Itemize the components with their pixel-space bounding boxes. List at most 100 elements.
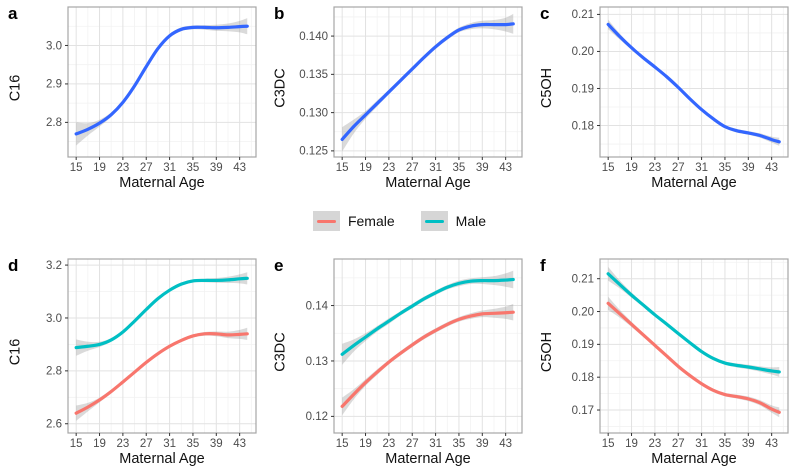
x-tick-label: 39	[742, 438, 755, 450]
y-tick-label: 0.19	[572, 83, 594, 95]
x-tick-label: 15	[602, 438, 615, 450]
y-axis-title-box: C16	[0, 2, 30, 174]
x-tick-label: 27	[406, 438, 419, 450]
x-axis-title: Maternal Age	[651, 451, 737, 467]
y-tick-label: 3.0	[46, 313, 62, 325]
panel-letter-d: d	[8, 256, 19, 275]
panel-b: b C3DC 15 19 23 27 31 35 39 43 0.125 0.130 0.135 0.…	[266, 2, 532, 196]
top-panel-row: a C16 15 19 23 27 31 35 39 43 2.8 2.9 3.0 Maternal…	[0, 0, 799, 196]
panel-c: c C5OH 15 19 23 27 31 35 39 43 0.18 0.19 0.20 0.21 …	[532, 2, 798, 196]
x-tick-label: 35	[187, 438, 200, 450]
x-axis-title: Maternal Age	[385, 175, 471, 191]
panel-d-axis-column: d C16	[0, 254, 30, 450]
x-tick-label: 27	[672, 438, 685, 450]
x-tick-label: 43	[499, 162, 512, 174]
x-tick-label: 35	[453, 162, 466, 174]
plot-area-d: 15 19 23 27 31 35 39 43 2.6 2.8 3.0 3.2	[46, 258, 257, 450]
legend-key-female	[312, 211, 340, 231]
panel-a: a C16 15 19 23 27 31 35 39 43 2.8 2.9 3.0 Maternal…	[0, 2, 266, 196]
x-tick-label: 35	[719, 438, 732, 450]
y-axis-title-box: C5OH	[532, 254, 562, 450]
y-tick-label: 3.2	[46, 260, 62, 272]
y-tick-label: 0.18	[572, 120, 594, 132]
y-tick-label: 0.135	[299, 69, 328, 81]
x-tick-label: 19	[625, 438, 638, 450]
y-axis-title: C3DC	[273, 332, 290, 372]
legend-label-male: Male	[455, 213, 487, 229]
x-tick-label: 19	[359, 438, 372, 450]
legend-item-female: Female	[312, 211, 395, 231]
y-tick-label: 0.17	[572, 405, 594, 417]
y-tick-label: 0.18	[572, 372, 594, 384]
y-axis-title-box: C3DC	[266, 2, 296, 174]
y-tick-label: 0.20	[572, 46, 594, 58]
x-tick-label: 15	[336, 162, 349, 174]
panel-a-axis-column: a C16	[0, 2, 30, 174]
bottom-panel-row: d C16 15 19 23 27 31 35 39 43 2.6 2.8 3.0 3.2 Mater…	[0, 246, 799, 474]
panel-f-axis-column: f C5OH	[532, 254, 562, 450]
x-axis-title: Maternal Age	[385, 451, 471, 467]
y-axis-title-box: C5OH	[532, 2, 562, 174]
x-axis-title: Maternal Age	[119, 175, 205, 191]
legend-item-male: Male	[420, 211, 487, 231]
x-tick-label: 27	[672, 162, 685, 174]
x-tick-label: 31	[163, 438, 176, 450]
legend: Female Male	[0, 196, 799, 246]
x-tick-label: 35	[453, 438, 466, 450]
panel-letter-f: f	[540, 256, 546, 275]
panel-e: e C3DC 15 19 23 27 31 35 39 43 0.12 0.13 0.14 Mate…	[266, 246, 532, 474]
x-tick-label: 31	[163, 162, 176, 174]
x-tick-label: 39	[476, 162, 489, 174]
y-tick-label: 2.9	[46, 79, 62, 91]
x-tick-label: 43	[765, 162, 778, 174]
plot-area-f: 15 19 23 27 31 35 39 43 0.17 0.18 0.19 0.20 0.21	[572, 258, 789, 450]
x-tick-label: 23	[648, 162, 661, 174]
y-tick-label: 2.8	[46, 117, 62, 129]
panel-e-axis-column: e C3DC	[266, 254, 296, 450]
y-axis-title-box: C3DC	[266, 254, 296, 450]
x-tick-label: 31	[695, 438, 708, 450]
y-tick-label: 0.14	[306, 300, 329, 312]
y-tick-label: 0.20	[572, 306, 594, 318]
female-line-swatch	[316, 219, 336, 223]
panel-c-axis-column: c C5OH	[532, 2, 562, 174]
y-tick-label: 0.21	[572, 274, 594, 286]
y-tick-label: 3.0	[46, 40, 62, 52]
y-tick-label: 0.21	[572, 9, 594, 21]
y-tick-label: 0.140	[299, 31, 328, 43]
male-line-swatch	[424, 219, 444, 223]
x-tick-label: 23	[648, 438, 661, 450]
x-tick-label: 35	[719, 162, 732, 174]
x-tick-label: 39	[742, 162, 755, 174]
x-tick-label: 43	[765, 438, 778, 450]
x-tick-label: 43	[233, 162, 246, 174]
y-axis-title: C16	[6, 74, 23, 102]
x-tick-label: 23	[116, 438, 129, 450]
y-tick-label: 0.130	[299, 107, 328, 119]
plot-area-e: 15 19 23 27 31 35 39 43 0.12 0.13 0.14	[306, 258, 523, 450]
plot-area-a: 15 19 23 27 31 35 39 43 2.8 2.9 3.0	[46, 6, 257, 174]
y-axis-title: C16	[6, 338, 23, 366]
x-tick-label: 27	[140, 438, 153, 450]
x-tick-label: 39	[210, 162, 223, 174]
x-tick-label: 19	[93, 438, 106, 450]
y-axis-title: C5OH	[539, 331, 556, 373]
legend-label-female: Female	[347, 213, 395, 229]
x-tick-label: 39	[210, 438, 223, 450]
y-tick-label: 0.125	[299, 146, 328, 158]
y-axis-title: C5OH	[539, 67, 556, 109]
x-tick-label: 15	[70, 162, 83, 174]
x-tick-label: 35	[187, 162, 200, 174]
x-tick-label: 31	[695, 162, 708, 174]
panel-letter-b: b	[274, 4, 285, 23]
plot-area-b: 15 19 23 27 31 35 39 43 0.125 0.130 0.135 0.140	[299, 6, 523, 174]
x-axis-title: Maternal Age	[651, 175, 737, 191]
x-tick-label: 31	[429, 438, 442, 450]
y-tick-label: 2.6	[46, 419, 62, 431]
panel-letter-a: a	[8, 4, 18, 23]
x-tick-label: 23	[116, 162, 129, 174]
x-tick-label: 43	[499, 438, 512, 450]
y-tick-label: 0.13	[306, 356, 328, 368]
x-tick-label: 15	[602, 162, 615, 174]
x-tick-label: 43	[233, 438, 246, 450]
